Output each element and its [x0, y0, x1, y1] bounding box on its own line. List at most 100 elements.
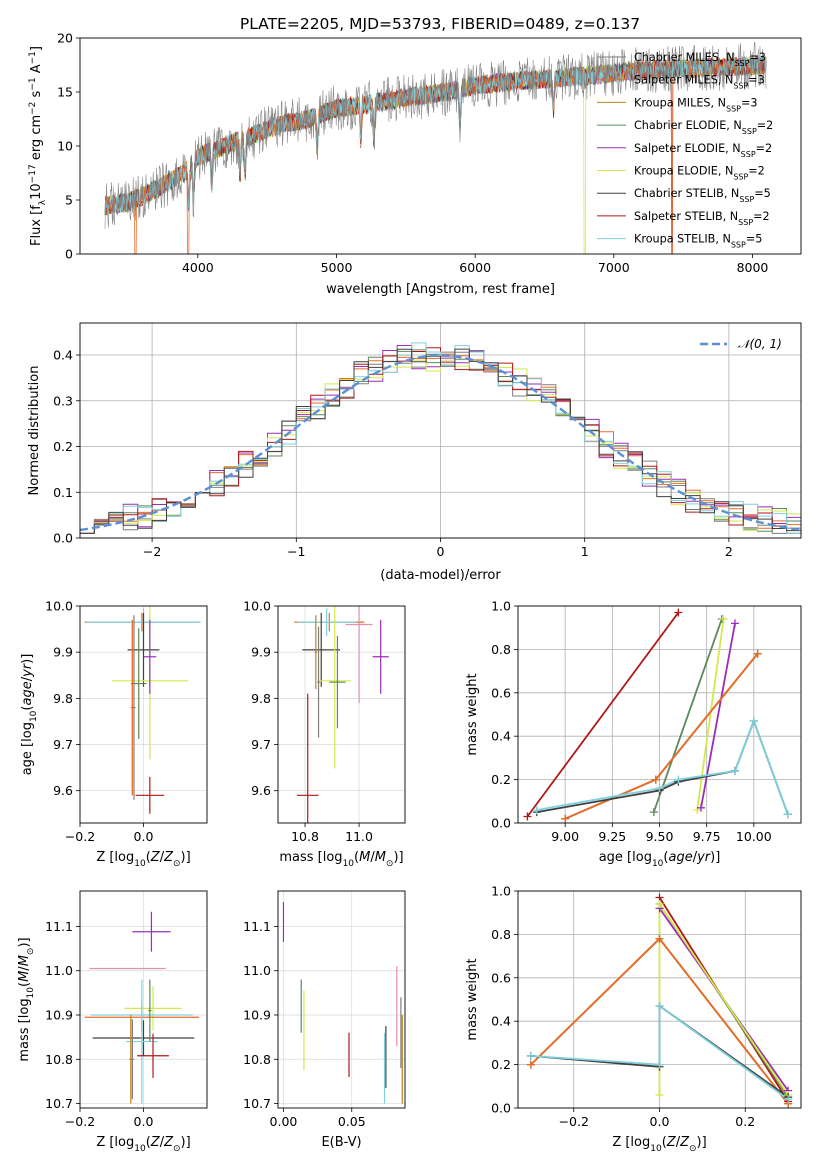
plot-area: [104, 42, 767, 254]
x-axis-label: (data-model)/error: [380, 568, 501, 583]
legend-label: Salpeter MILES, NSSP=3: [634, 74, 765, 91]
legend-label: Kroupa ELODIE, NSSP=2: [634, 165, 765, 182]
x-tick-label: 0: [437, 544, 445, 559]
y-axis-label: Flux [fλ10−17 erg cm−2 s−1 A−1]: [28, 46, 48, 246]
x-tick-label: 11.0: [345, 829, 373, 844]
x-tick-label: 9.75: [693, 829, 721, 844]
y-tick-label: 10.8: [243, 1052, 271, 1067]
data-marker: [753, 649, 762, 658]
legend-label: Chabrier STELIB, NSSP=5: [634, 187, 771, 204]
x-tick-label: 5000: [321, 260, 353, 275]
data-marker: [674, 608, 683, 617]
series-line: [658, 903, 789, 1096]
axes-frame: [79, 605, 208, 824]
data-marker: [523, 812, 532, 821]
x-tick-label: 0.00: [270, 1114, 298, 1129]
y-tick-label: 0.0: [491, 1101, 511, 1116]
data-marker: [649, 808, 658, 817]
data-marker: [561, 814, 570, 823]
y-tick-label: 10.0: [243, 599, 271, 614]
residuals-panel: −2 −1 0 1 2 0.0 0.1 0.2 0.3 0.4 𝒩(0, 1) (data-model…: [27, 322, 802, 583]
axes-frame: [79, 322, 802, 539]
y-tick-label: 9.6: [251, 783, 271, 798]
data-marker: [526, 1051, 535, 1060]
y-tick-label: 10: [57, 139, 73, 154]
axes-frame: [277, 605, 406, 824]
x-tick-label: 4000: [182, 260, 214, 275]
series-line: [536, 718, 789, 815]
y-tick-label: 0.8: [491, 642, 511, 657]
data-marker: [674, 775, 683, 784]
plot-area: [278, 606, 405, 823]
legend-label: Chabrier MILES, NSSP=3: [634, 51, 766, 68]
y-tick-label: 11.1: [45, 919, 73, 934]
y-tick-label: 9.8: [251, 691, 271, 706]
y-tick-label: 0.3: [53, 393, 73, 408]
x-tick-label: 10.8: [291, 829, 319, 844]
y-tick-label: 1.0: [491, 884, 511, 899]
x-axis-label: mass [log10(M/M⊙)]: [279, 850, 403, 869]
y-tick-label: 0.2: [491, 772, 511, 787]
x-tick-label: 0.05: [338, 1114, 366, 1129]
y-tick-label: 10.7: [45, 1096, 73, 1111]
data-marker: [655, 1002, 664, 1011]
y-tick-label: 0.0: [491, 816, 511, 831]
legend-label: Kroupa STELIB, NSSP=5: [634, 233, 762, 250]
x-tick-label: −0.2: [559, 1114, 589, 1129]
age-vs-mass-panel: 10.8 11.0 9.6 9.7 9.8 9.9 10.0 mass [log10(M/M⊙…: [243, 599, 406, 869]
y-tick-label: 9.8: [53, 691, 73, 706]
y-axis-label: age [log10(age/yr)]: [20, 654, 39, 776]
axes-frame: [79, 37, 802, 255]
plot-area: [80, 606, 207, 823]
data-marker: [655, 1090, 664, 1099]
y-tick-label: 11.0: [45, 963, 73, 978]
series-line: [696, 618, 725, 811]
legend-label: Chabrier ELODIE, NSSP=2: [634, 119, 773, 136]
y-tick-label: 9.7: [251, 737, 271, 752]
figure-title: PLATE=2205, MJD=53793, FIBERID=0489, z=0…: [240, 15, 640, 33]
y-tick-label: 0.4: [53, 348, 73, 363]
data-marker: [655, 784, 664, 793]
y-axis-label: mass weight: [465, 958, 480, 1040]
axes-frame: [277, 890, 406, 1109]
data-marker: [749, 717, 758, 726]
y-tick-label: 10.9: [45, 1008, 73, 1023]
x-tick-label: 9.00: [551, 829, 579, 844]
y-tick-label: 9.9: [53, 645, 73, 660]
axes-frame: [517, 890, 802, 1109]
plot-area: [80, 342, 801, 534]
x-tick-label: −0.2: [65, 829, 95, 844]
x-tick-label: −0.2: [65, 1114, 95, 1129]
y-axis-label: mass [log10(M/M⊙)]: [17, 937, 36, 1061]
y-tick-label: 15: [57, 85, 73, 100]
y-tick-label: 11.0: [243, 963, 271, 978]
y-tick-label: 20: [57, 31, 73, 46]
x-tick-label: 0.2: [735, 1114, 755, 1129]
series-line: [530, 1004, 789, 1101]
x-axis-label: Z [log10(Z/Z⊙)]: [96, 1135, 190, 1154]
x-axis-label: E(B-V): [321, 1135, 361, 1150]
y-tick-label: 9.7: [53, 737, 73, 752]
data-marker: [655, 1060, 664, 1069]
normal-curve: [80, 354, 801, 532]
mass-vs-EBV-panel: 0.00 0.05 10.7 10.8 10.9 11.0 11.1 E(B-V): [243, 890, 406, 1150]
y-tick-label: 10.9: [243, 1008, 271, 1023]
series-line: [700, 623, 736, 808]
x-axis-label: Z [log10(Z/Z⊙)]: [96, 850, 190, 869]
y-tick-label: 5: [65, 193, 73, 208]
x-tick-label: 6000: [459, 260, 491, 275]
y-tick-label: 1.0: [491, 599, 511, 614]
y-tick-label: 0.4: [491, 1014, 511, 1029]
series-line: [652, 618, 723, 813]
axes-frame: [517, 605, 802, 824]
x-axis-label: age [log10(age/yr)]: [599, 850, 721, 869]
y-tick-label: 9.9: [251, 645, 271, 660]
legend-label: Salpeter STELIB, NSSP=2: [634, 210, 770, 227]
axes-frame: [79, 890, 208, 1109]
spectrum-line: [104, 42, 767, 229]
y-tick-label: 10.0: [45, 599, 73, 614]
x-tick-label: 9.50: [646, 829, 674, 844]
y-tick-label: 0.6: [491, 685, 511, 700]
x-tick-label: −2: [143, 544, 161, 559]
